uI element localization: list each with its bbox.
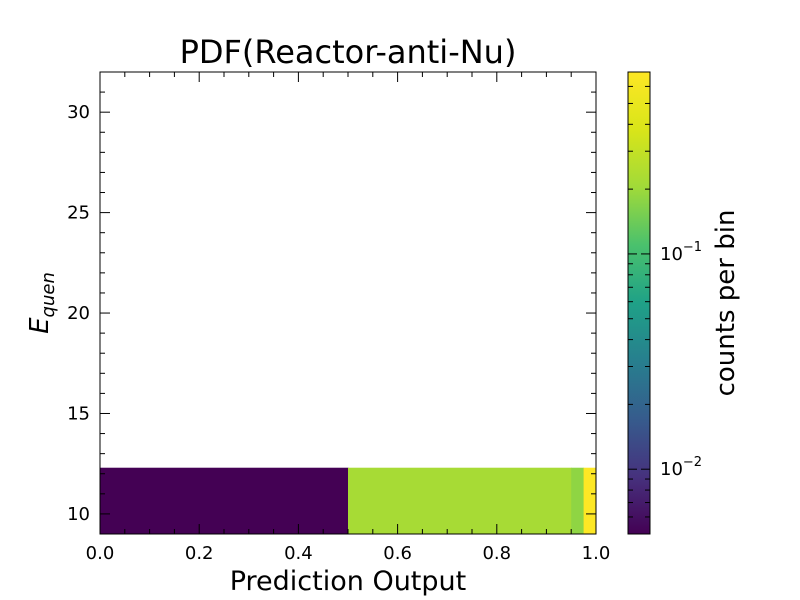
x-axis: 0.0 0.2 0.4 0.6 0.8 1.0 [86,72,611,564]
heatmap-cell-0 [100,467,349,534]
x-tick-label: 1.0 [582,543,611,564]
x-tick-label: 0.2 [185,543,214,564]
heatmap-cells [100,467,597,534]
colorbar-ticks: 10−2 10−1 [628,85,702,535]
y-tick-label: 20 [67,303,90,324]
heatmap-cell-2 [571,467,585,534]
colorbar-label: counts per bin [711,210,741,397]
x-axis-label: Prediction Output [230,566,467,597]
y-tick-label: 15 [67,403,90,424]
x-tick-label: 0.0 [86,543,115,564]
y-tick-label: 25 [67,203,90,224]
x-tick-label: 0.8 [482,543,511,564]
y-tick-label: 30 [67,102,90,123]
plot-area-frame [99,71,597,535]
x-tick-label: 0.6 [383,543,412,564]
chart-title: PDF(Reactor-anti-Nu) [180,33,517,71]
x-tick-label: 0.4 [284,543,313,564]
colorbar [627,71,651,535]
y-tick-label: 10 [67,504,90,525]
y-axis-label-subscript: quen [38,272,59,317]
colorbar-tick-label: 10−1 [660,240,702,265]
colorbar-tick-label: 10−2 [660,455,702,480]
y-axis-label-main: E [25,317,55,334]
heatmap-cell-1 [348,467,572,534]
y-axis: 10 15 20 25 30 [67,71,596,535]
y-axis-label: Equen [25,272,59,334]
heatmap-cell-3 [583,467,597,534]
